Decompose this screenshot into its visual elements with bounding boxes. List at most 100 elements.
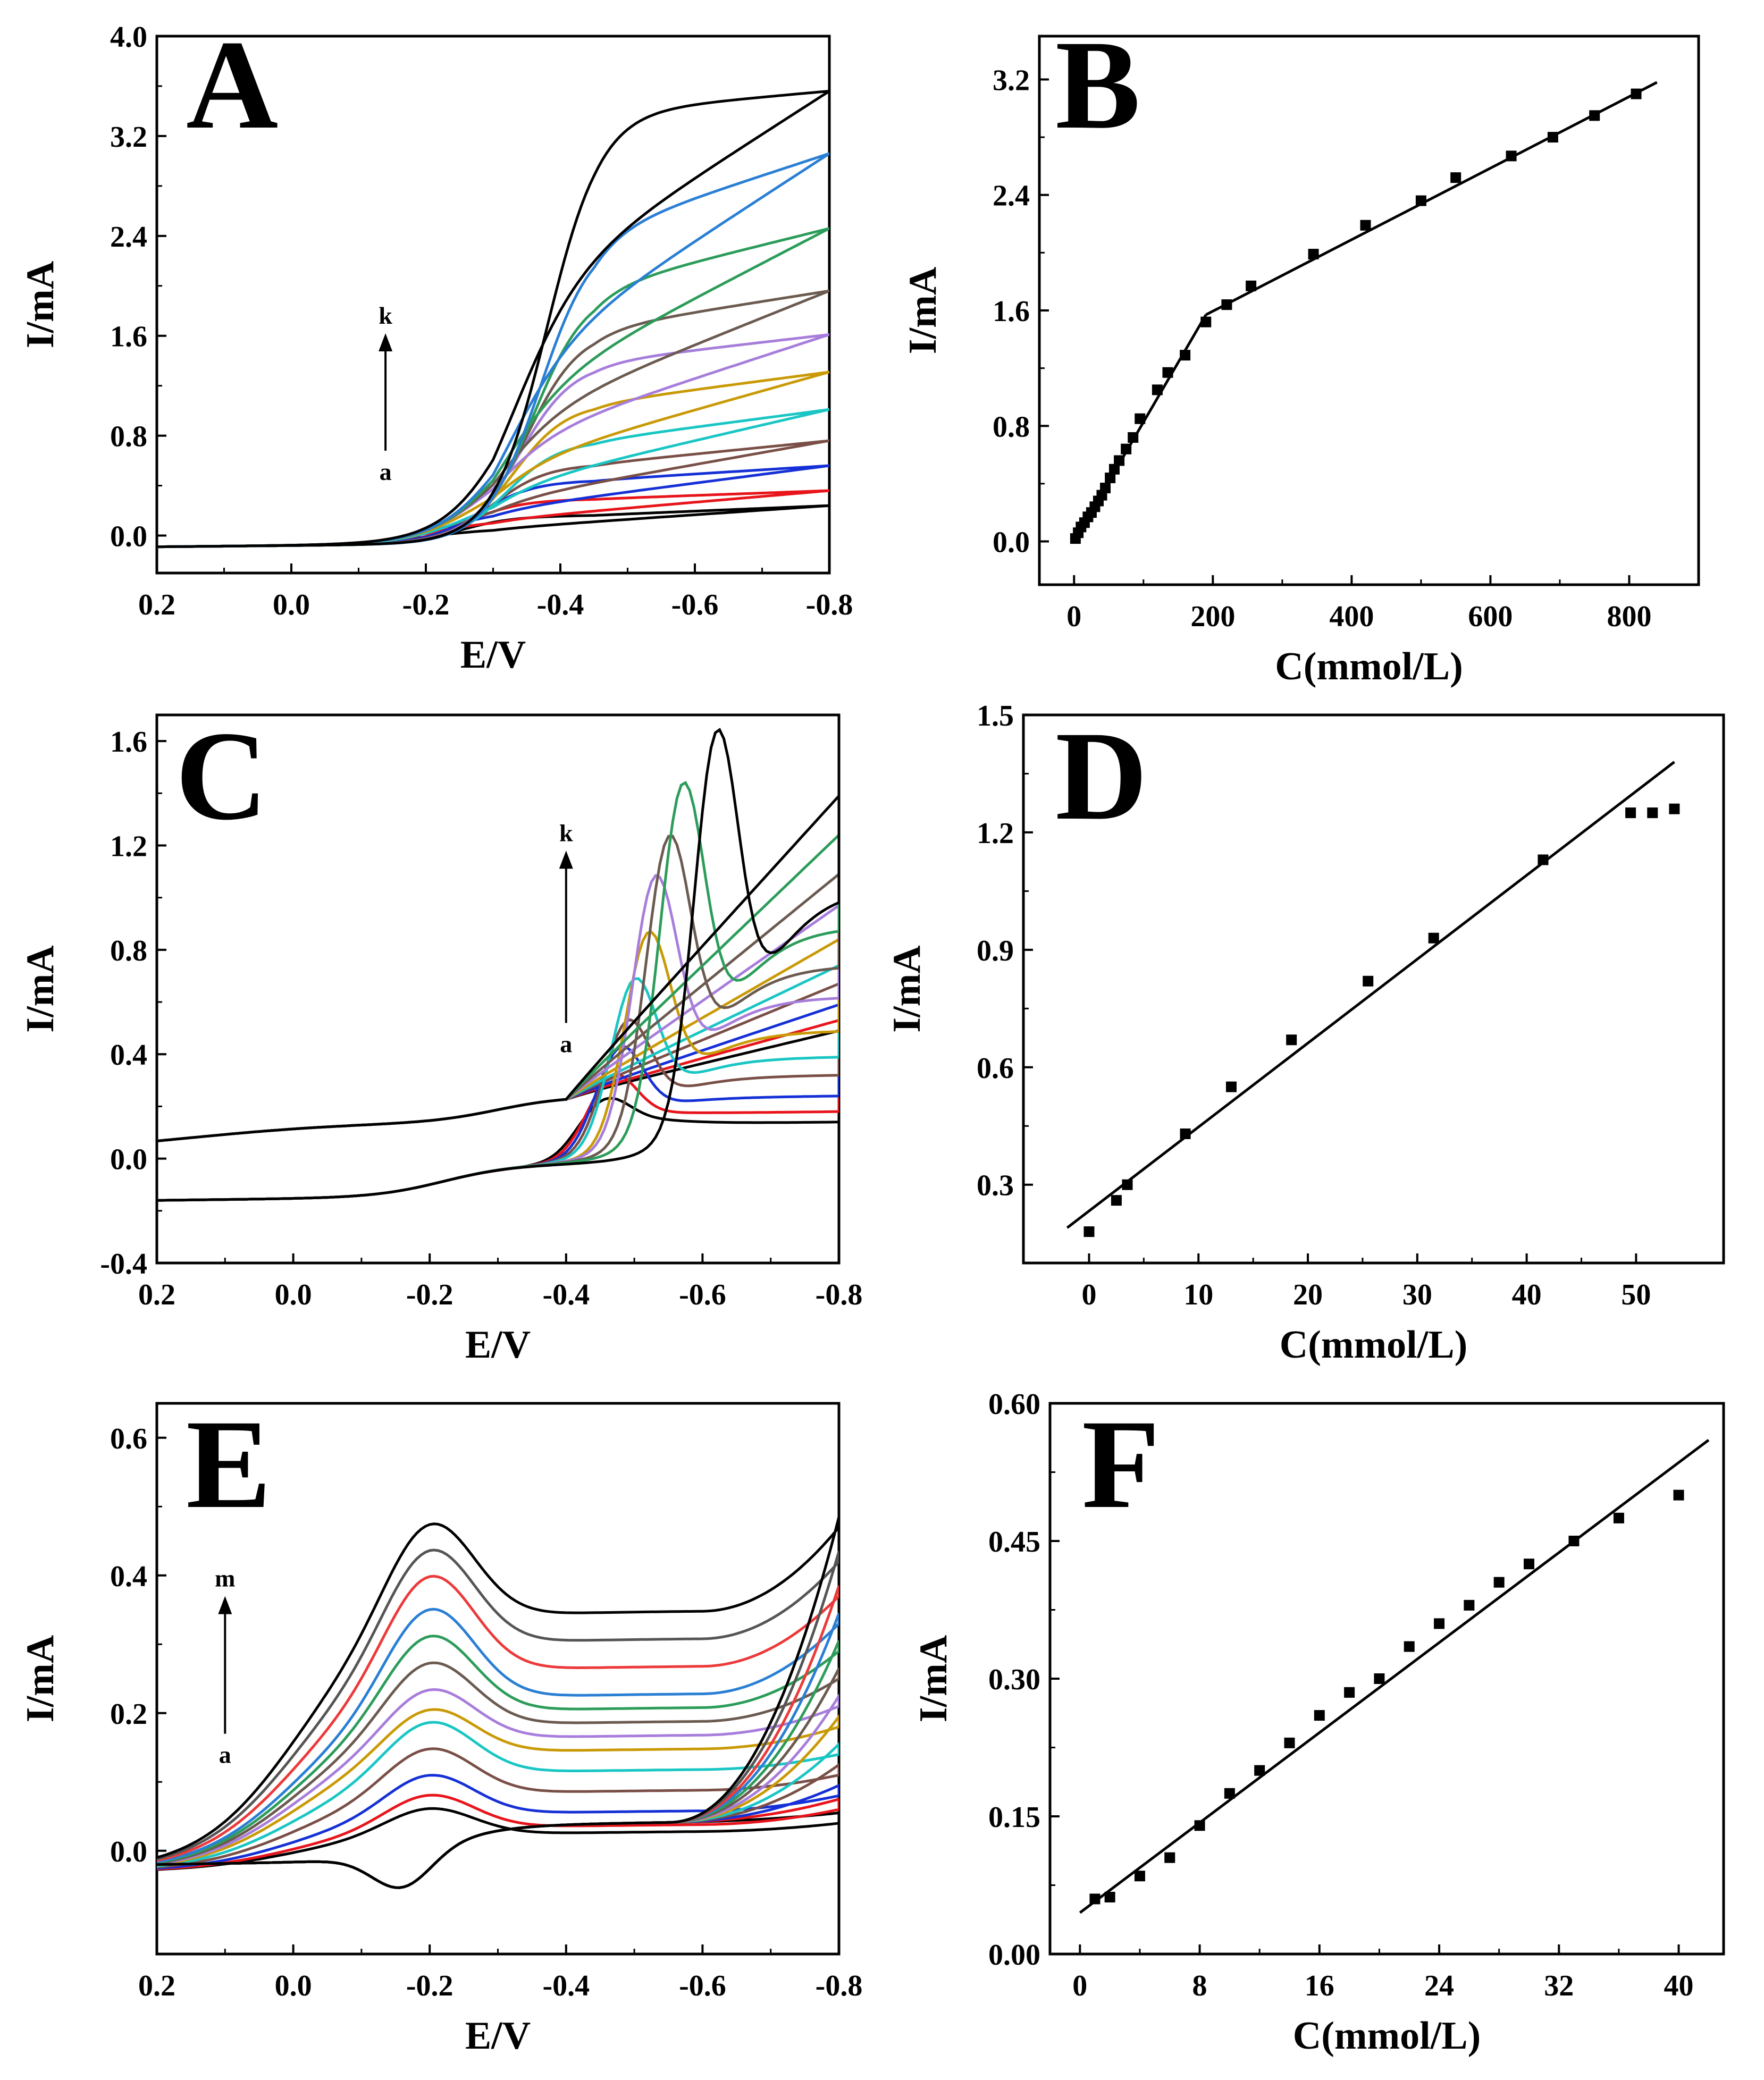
x-tick-label: 0 [1081,1278,1096,1311]
x-axis-label: E/V [465,1323,531,1367]
arrow-head-icon [379,333,393,352]
x-tick-label: 0 [1066,600,1081,633]
x-tick-label: 40 [1664,1969,1694,2002]
x-tick-label: 400 [1329,600,1374,633]
x-tick-label: 30 [1402,1278,1432,1311]
data-point [1434,1618,1445,1629]
y-tick-label: 4.0 [110,21,147,54]
y-tick-label: 0.00 [988,1939,1040,1972]
y-tick-label: 2.4 [993,180,1030,213]
data-point [1523,1559,1534,1570]
x-tick-label: -0.2 [406,1969,453,2002]
x-tick-label: -0.2 [406,1278,453,1311]
y-axis-label: I/mA [19,945,62,1032]
x-tick-label: -0.6 [679,1969,726,2002]
y-axis-label: I/mA [19,261,62,348]
data-point [1162,367,1173,378]
panel-letter: B [1055,14,1140,155]
y-axis-label: I/mA [912,1635,955,1722]
x-tick-label: -0.8 [816,1278,863,1311]
data-point [1450,172,1461,183]
fit-line [1205,81,1658,316]
panel-e: 0.2 0.0 -0.2 -0.4 -0.6 -0.8 0.0 0.2 0.4 0.6 E/V I/m… [19,1393,862,2058]
panel-letter: E [186,1393,271,1535]
x-tick-label: 200 [1190,600,1235,633]
data-point [1225,1081,1237,1092]
x-tick-label: -0.2 [402,588,450,621]
data-point [1314,1710,1325,1721]
y-tick-label: 0.3 [977,1169,1014,1202]
x-tick-label: -0.4 [542,1278,590,1311]
data-point [1284,1737,1295,1748]
data-point [1128,432,1139,443]
arrow-start-label: a [219,1741,231,1769]
fit-line [1066,761,1675,1229]
arrow-end-label: m [215,1565,235,1592]
data-point [1613,1512,1624,1523]
x-tick-label: 800 [1607,600,1651,633]
data-point [1344,1687,1355,1698]
data-point [1200,316,1212,327]
x-tick-label: 24 [1424,1969,1454,2002]
x-tick-label: 50 [1621,1278,1651,1311]
x-tick-label: -0.4 [542,1969,590,2002]
y-tick-label: 3.2 [993,64,1030,97]
y-tick-label: 0.2 [110,1698,147,1731]
y-tick-label: 1.2 [977,817,1014,850]
data-point [1547,132,1558,143]
y-tick-label: 3.2 [110,121,147,154]
y-tick-label: 0.6 [110,1422,147,1455]
arrow-start-label: a [380,458,392,485]
panel-d: 0 10 20 30 40 50 0.3 0.6 0.9 1.2 1.5 C(mmol/L) I/mA D [885,700,1725,1367]
data-point [1100,483,1111,494]
data-point [1224,1788,1235,1799]
x-tick-label: 0.2 [138,1278,175,1311]
data-point [1286,1034,1297,1046]
x-tick-label: 0.0 [273,588,310,621]
data-point [1669,803,1680,814]
data-point [1083,1226,1095,1237]
data-point [1134,1871,1145,1882]
x-tick-label: 600 [1468,600,1513,633]
data-point [1374,1673,1385,1684]
cv-curve-k [157,89,829,549]
data-point [1180,1128,1191,1139]
y-tick-label: 2.4 [110,221,147,254]
panel-letter: D [1055,705,1147,846]
arrow-head-icon [218,1596,232,1614]
data-point [1404,1641,1415,1652]
data-point [1221,299,1232,310]
y-tick-label: 0.6 [977,1052,1014,1085]
data-point [1308,249,1319,260]
y-tick-label: 1.2 [110,830,147,863]
panel-c: 0.2 0.0 -0.2 -0.4 -0.6 -0.8 -0.4 0.0 0.4 0.8 1.2 1.… [19,705,862,1367]
x-tick-label: 0 [1072,1969,1087,2002]
data-point [1631,88,1642,99]
x-tick-label: 8 [1192,1969,1207,2002]
arrow-start-label: a [560,1030,572,1057]
x-tick-label: 0.0 [275,1969,312,2002]
y-tick-label: 1.6 [110,321,147,353]
fit-line [1079,1439,1710,1914]
y-axis-label: I/mA [901,267,945,354]
x-axis-label: C(mmol/L) [1293,2014,1481,2058]
data-point [1105,473,1116,484]
y-axis-label: I/mA [19,1635,62,1722]
data-point [1360,220,1371,231]
data-point [1089,1893,1101,1905]
panel-letter: C [175,705,267,846]
data-point [1415,195,1426,206]
y-axis-label: I/mA [885,945,929,1032]
y-tick-label: 0.45 [988,1526,1040,1559]
x-tick-label: 0.2 [138,588,175,621]
x-tick-label: -0.4 [537,588,584,621]
data-point [1589,110,1600,121]
data-point [1180,350,1191,361]
x-tick-label: 16 [1305,1969,1334,2002]
y-tick-label: 0.0 [110,1835,147,1868]
y-tick-label: 1.6 [110,726,147,759]
x-tick-label: 10 [1183,1278,1213,1311]
data-point [1647,807,1658,819]
x-tick-label: 40 [1512,1278,1542,1311]
